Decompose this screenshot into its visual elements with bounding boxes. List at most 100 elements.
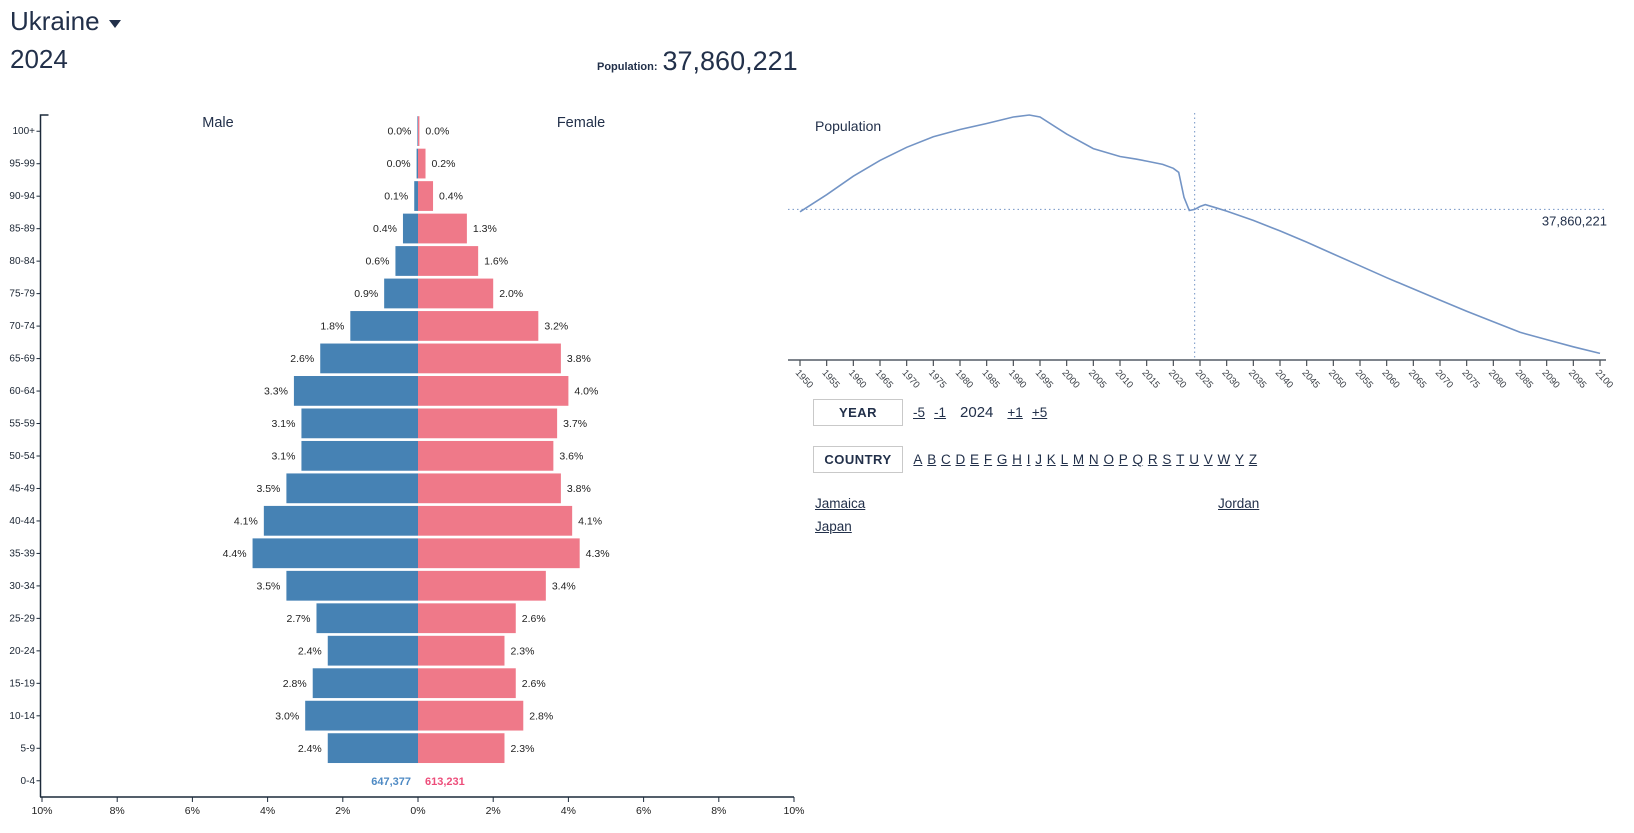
pyramid-bar-female-90-94[interactable] [418,181,434,211]
population-total: Population: 37,860,221 [597,46,798,77]
pyramid-bar-female-5-9[interactable] [418,733,505,764]
country-letter-link-e[interactable]: E [970,452,980,467]
pyramid-bar-female-10-14[interactable] [418,700,524,731]
pyramid-bar-male-60-64[interactable] [293,376,418,406]
year-minus-1-link[interactable]: -1 [934,405,947,420]
pyramid-bar-male-85-89[interactable] [402,213,418,244]
age-label-90-94: 90-94 [9,191,35,202]
pyramid-bar-male-45-49[interactable] [286,473,418,504]
pyramid-bar-female-50-54[interactable] [418,440,554,471]
year-tick-label-2070: 2070 [1433,368,1455,391]
year-plus-5-link[interactable]: +5 [1031,405,1048,420]
pyramid-bar-female-80-84[interactable] [418,246,479,276]
pyramid-bar-female-15-19[interactable] [418,668,516,699]
pyramid-bar-female-85-89[interactable] [418,213,467,244]
pyramid-bar-male-100+[interactable] [417,116,418,146]
pyramid-bar-male-55-59[interactable] [301,408,418,439]
year-tick-label-2100: 2100 [1593,368,1615,391]
country-control-label: COUNTRY [813,446,903,473]
female-pct-label-20-24: 2.3% [510,645,534,657]
year-tick-label-2015: 2015 [1139,368,1161,391]
pyramid-bar-female-45-49[interactable] [418,473,561,504]
country-letter-link-s[interactable]: S [1162,452,1172,467]
pyramid-x-tick-label: 2% [335,805,350,817]
pyramid-bar-male-10-14[interactable] [305,700,418,731]
country-letter-link-o[interactable]: O [1103,452,1114,467]
pyramid-bar-male-30-34[interactable] [286,570,418,601]
country-letter-link-j[interactable]: J [1035,452,1042,467]
age-label-50-54: 50-54 [9,451,35,462]
year-tick-label-2085: 2085 [1513,368,1535,391]
country-letter-link-a[interactable]: A [913,452,923,467]
country-letter-link-y[interactable]: Y [1235,452,1245,467]
country-letter-link-i[interactable]: I [1026,452,1031,467]
country-letter-link-d[interactable]: D [955,452,966,467]
country-link-jamaica[interactable]: Jamaica [815,496,866,511]
pyramid-bar-male-40-44[interactable] [263,505,418,536]
female-pct-label-80-84: 1.6% [484,256,508,268]
country-letter-link-t[interactable]: T [1176,452,1185,467]
age-label-60-64: 60-64 [9,386,35,397]
country-letter-link-v[interactable]: V [1203,452,1213,467]
pyramid-bar-female-65-69[interactable] [418,343,561,374]
pyramid-bar-male-20-24[interactable] [327,635,418,666]
country-letter-link-n[interactable]: N [1088,452,1099,467]
male-pct-label-100+: 0.0% [387,126,411,138]
male-pct-label-45-49: 3.5% [256,483,280,495]
pyramid-bar-male-70-74[interactable] [350,311,418,341]
country-letter-link-c[interactable]: C [940,452,951,467]
pyramid-bar-female-70-74[interactable] [418,311,539,341]
country-letter-link-z[interactable]: Z [1248,452,1258,467]
pyramid-bar-male-90-94[interactable] [414,181,418,211]
pyramid-bar-female-30-34[interactable] [418,570,546,601]
female-pct-label-100+: 0.0% [425,126,449,138]
female-pct-label-70-74: 3.2% [544,321,568,333]
country-link-jordan[interactable]: Jordan [1218,496,1260,511]
pyramid-bar-female-100+[interactable] [418,116,420,146]
age-label-5-9: 5-9 [21,743,36,754]
pyramid-bar-male-15-19[interactable] [312,668,418,699]
pyramid-bar-female-55-59[interactable] [418,408,558,439]
pyramid-bar-male-25-29[interactable] [316,603,418,634]
pyramid-bar-female-75-79[interactable] [418,278,494,309]
country-letter-link-l[interactable]: L [1060,452,1069,467]
country-selector[interactable]: Ukraine [10,6,121,37]
year-plus-1-link[interactable]: +1 [1007,405,1023,420]
country-letter-link-u[interactable]: U [1189,452,1199,467]
country-letter-link-f[interactable]: F [983,452,993,467]
pyramid-bar-female-95-99[interactable] [418,148,426,179]
female-pct-label-35-39: 4.3% [586,548,610,560]
pyramid-bar-male-80-84[interactable] [395,246,418,276]
pyramid-bar-female-60-64[interactable] [418,376,569,406]
pyramid-bar-female-40-44[interactable] [418,505,573,536]
pyramid-bar-male-5-9[interactable] [327,733,418,764]
year-tick-label-2010: 2010 [1113,368,1135,391]
pyramid-bar-female-35-39[interactable] [418,538,580,569]
year-tick-label-1965: 1965 [873,368,895,391]
pyramid-bar-female-20-24[interactable] [418,635,505,666]
pyramid-x-tick-label: 8% [110,805,125,817]
country-letter-link-g[interactable]: G [996,452,1008,467]
country-link-japan[interactable]: Japan [815,519,852,534]
pyramid-bar-male-35-39[interactable] [252,538,418,569]
pyramid-bar-male-50-54[interactable] [301,440,418,471]
country-letter-link-w[interactable]: W [1217,452,1231,467]
pyramid-bar-male-65-69[interactable] [320,343,418,374]
year-minus-5-link[interactable]: -5 [913,405,926,420]
year-tick-label-2050: 2050 [1326,368,1348,391]
country-letter-link-m[interactable]: M [1072,452,1085,467]
country-letter-link-p[interactable]: P [1118,452,1128,467]
pyramid-bar-female-25-29[interactable] [418,603,516,634]
age-label-95-99: 95-99 [9,159,35,170]
country-letter-link-r[interactable]: R [1147,452,1158,467]
pyramid-bar-male-75-79[interactable] [384,278,418,309]
country-letter-link-h[interactable]: H [1012,452,1022,467]
country-letter-link-k[interactable]: K [1046,452,1056,467]
female-pct-label-85-89: 1.3% [473,223,497,235]
male-pct-label-55-59: 3.1% [272,418,296,430]
country-letter-link-q[interactable]: Q [1132,452,1144,467]
pyramid-bar-male-95-99[interactable] [416,148,418,179]
country-letter-link-b[interactable]: B [927,452,937,467]
